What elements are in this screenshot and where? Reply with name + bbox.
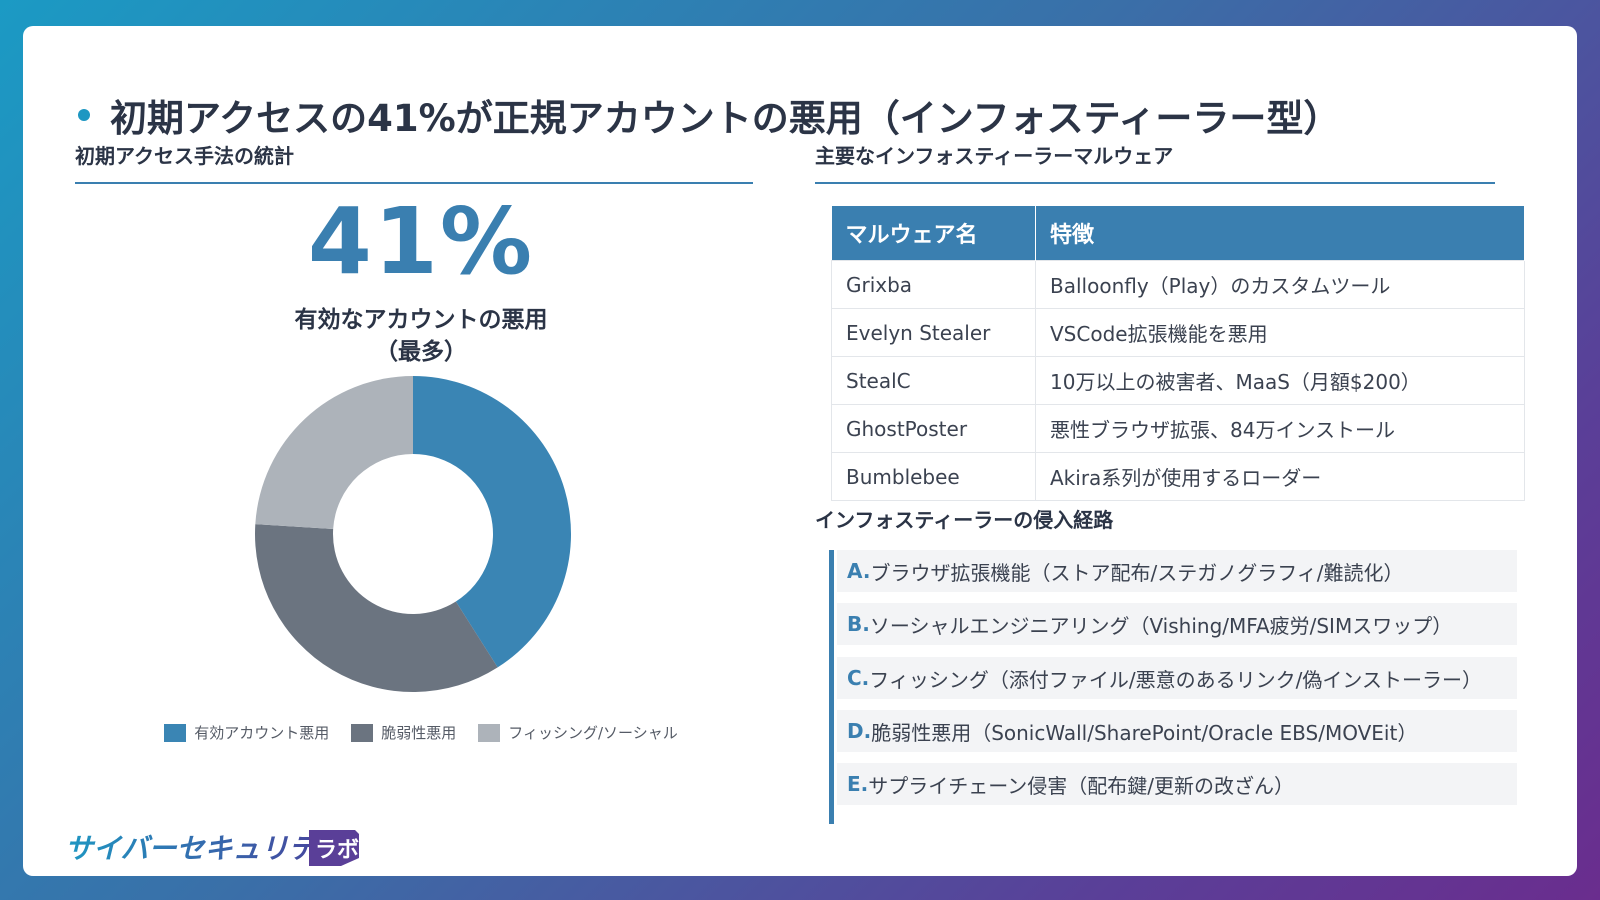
route-letter: D. <box>847 719 872 743</box>
malware-name-cell: GhostPoster <box>831 404 1036 453</box>
table-row: GhostPoster 悪性ブラウザ拡張、84万インストール <box>831 404 1525 453</box>
stat-label-line1: 有効なアカウントの悪用 <box>294 307 548 333</box>
route-text: サプライチェーン侵害（配布鍵/更新の改ざん） <box>868 773 1295 798</box>
route-item: B. ソーシャルエンジニアリング（Vishing/MFA疲労/SIMスワップ） <box>837 603 1517 645</box>
legend-item: 脆弱性悪用 <box>351 722 456 743</box>
legend-item: 有効アカウント悪用 <box>164 722 329 743</box>
table-header-row: マルウェア名 特徴 <box>831 206 1525 261</box>
table-row: StealC 10万以上の被害者、MaaS（月額$200） <box>831 356 1525 405</box>
stat-label-line2: （最多） <box>375 339 467 366</box>
route-text: ブラウザ拡張機能（ストア配布/ステガノグラフィ/難読化） <box>870 560 1404 585</box>
table-row: Evelyn Stealer VSCode拡張機能を悪用 <box>831 308 1525 357</box>
malware-heading: 主要なインフォスティーラーマルウェア <box>815 144 1174 168</box>
route-item: E. サプライチェーン侵害（配布鍵/更新の改ざん） <box>837 763 1517 805</box>
slide-title: 初期アクセスの41%が正規アカウントの悪用（インフォスティーラー型） <box>110 97 1341 140</box>
malware-feature-cell: Balloonfly（Play）のカスタムツール <box>1035 260 1525 309</box>
table-row: Grixba Balloonfly（Play）のカスタムツール <box>831 260 1525 309</box>
svg-text:ラボ: ラボ <box>315 838 359 863</box>
routes-accent-bar <box>829 550 834 824</box>
malware-table: マルウェア名 特徴 Grixba Balloonfly（Play）のカスタムツー… <box>831 206 1525 501</box>
legend-swatch <box>351 723 374 742</box>
cyber-security-lab-logo: サイバーセキュリティ ラボ <box>65 830 359 866</box>
slide-card: 初期アクセスの41%が正規アカウントの悪用（インフォスティーラー型） 初期アクセ… <box>23 26 1577 876</box>
col-header-name: マルウェア名 <box>831 206 1036 261</box>
malware-name-cell: Grixba <box>831 260 1036 309</box>
routes-heading: インフォスティーラーの侵入経路 <box>815 508 1114 532</box>
route-letter: E. <box>847 772 869 796</box>
chart-legend: 有効アカウント悪用 脆弱性悪用 フィッシング/ソーシャル <box>75 722 767 743</box>
malware-name-cell: Bumblebee <box>831 452 1036 501</box>
legend-label: フィッシング/ソーシャル <box>508 724 678 742</box>
malware-feature-cell: 悪性ブラウザ拡張、84万インストール <box>1035 404 1525 453</box>
malware-feature-cell: Akira系列が使用するローダー <box>1035 452 1525 501</box>
stats-heading: 初期アクセス手法の統計 <box>75 144 294 168</box>
route-text: ソーシャルエンジニアリング（Vishing/MFA疲労/SIMスワップ） <box>869 613 1453 638</box>
malware-feature-cell: VSCode拡張機能を悪用 <box>1035 308 1525 357</box>
big-stat-value: 41% <box>307 188 535 295</box>
donut-slice-3 <box>255 376 413 529</box>
svg-text:サイバーセキュリティ: サイバーセキュリティ <box>65 832 343 865</box>
malware-feature-cell: 10万以上の被害者、MaaS（月額$200） <box>1035 356 1525 405</box>
donut-slice-2 <box>255 524 498 692</box>
route-item: C. フィッシング（添付ファイル/悪意のあるリンク/偽インストーラー） <box>837 657 1517 699</box>
route-text: 脆弱性悪用（SonicWall/SharePoint/Oracle EBS/MO… <box>871 720 1418 745</box>
big-stat-label: 有効なアカウントの悪用 （最多） <box>75 304 767 368</box>
malware-name-cell: Evelyn Stealer <box>831 308 1036 357</box>
route-letter: C. <box>847 666 870 690</box>
legend-swatch <box>478 723 501 742</box>
donut-slice-1 <box>413 376 571 668</box>
route-letter: A. <box>847 559 871 583</box>
legend-swatch <box>164 723 187 742</box>
malware-name-cell: StealC <box>831 356 1036 405</box>
legend-label: 有効アカウント悪用 <box>194 724 330 742</box>
malware-heading-rule <box>815 182 1495 184</box>
route-item: D. 脆弱性悪用（SonicWall/SharePoint/Oracle EBS… <box>837 710 1517 752</box>
title-row: 初期アクセスの41%が正規アカウントの悪用（インフォスティーラー型） <box>78 88 1340 142</box>
bullet-icon <box>78 109 90 121</box>
table-row: Bumblebee Akira系列が使用するローダー <box>831 452 1525 501</box>
route-item: A. ブラウザ拡張機能（ストア配布/ステガノグラフィ/難読化） <box>837 550 1517 592</box>
donut-chart <box>255 376 571 692</box>
route-text: フィッシング（添付ファイル/悪意のあるリンク/偽インストーラー） <box>869 667 1482 692</box>
stats-heading-rule <box>75 182 753 184</box>
route-letter: B. <box>847 612 870 636</box>
legend-item: フィッシング/ソーシャル <box>478 722 678 743</box>
col-header-feature: 特徴 <box>1035 206 1525 261</box>
legend-label: 脆弱性悪用 <box>381 724 457 742</box>
